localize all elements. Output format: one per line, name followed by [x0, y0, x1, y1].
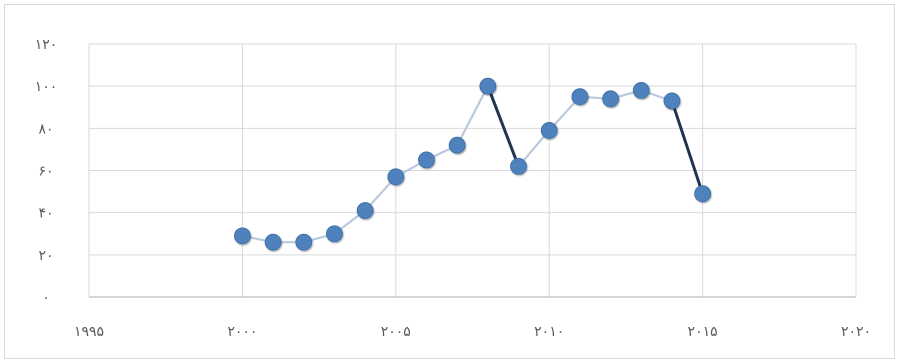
- y-tick-label-20: ۲۰: [38, 248, 53, 264]
- data-point-2000: [233, 227, 251, 245]
- x-tick-label-2010: ۲۰۱۰: [534, 324, 564, 340]
- data-point-2011: [571, 88, 589, 106]
- data-point-2009: [510, 157, 527, 175]
- y-tick-label-40: ۴۰: [38, 206, 53, 222]
- y-tick-label-100: ۱۰۰: [35, 79, 58, 95]
- y-tick-label-80: ۸۰: [38, 121, 53, 137]
- data-point-2012: [602, 90, 619, 108]
- data-point-2001: [264, 233, 282, 251]
- chart-frame: [4, 4, 895, 359]
- data-point-2006: [418, 151, 435, 169]
- data-point-2010: [540, 122, 558, 139]
- x-tick-label-2015: ۲۰۱۵: [688, 324, 718, 340]
- connector-segment-15: [670, 99, 705, 196]
- line-layer: [241, 84, 705, 244]
- x-tick-label-2005: ۲۰۰۵: [381, 324, 411, 340]
- data-point-2005: [387, 168, 405, 186]
- y-tick-label-120: ۱۲۰: [35, 37, 58, 53]
- data-point-2004: [356, 202, 374, 219]
- grid-layer: [88, 43, 857, 297]
- x-tick-label-2020: ۲۰۲۰: [841, 324, 871, 340]
- data-point-2002: [295, 233, 313, 251]
- marker-layer: [233, 77, 711, 251]
- connector-segment-9: [486, 84, 521, 168]
- data-point-2007: [448, 136, 466, 154]
- label-layer: ۰ ۲۰ ۴۰ ۶۰ ۸۰ ۱۰۰ ۱۲۰ ۱۹۹۵ ۲۰۰۰ ۲۰۰۵ ۲۰۱۰ ۲۰۱۵ ۲۰۲۰: [35, 37, 871, 340]
- x-tick-label-2000: ۲۰۰۰: [227, 324, 257, 340]
- y-tick-label-60: ۶۰: [38, 164, 53, 180]
- x-tick-label-1995: ۱۹۹۵: [74, 324, 104, 340]
- data-point-2014: [663, 92, 681, 110]
- data-point-2008: [479, 77, 497, 95]
- y-tick-label-0: ۰: [42, 290, 50, 306]
- data-point-2013: [632, 81, 650, 99]
- data-point-2015: [694, 185, 711, 203]
- data-point-2003: [326, 225, 343, 243]
- connector-segment-8: [456, 85, 489, 147]
